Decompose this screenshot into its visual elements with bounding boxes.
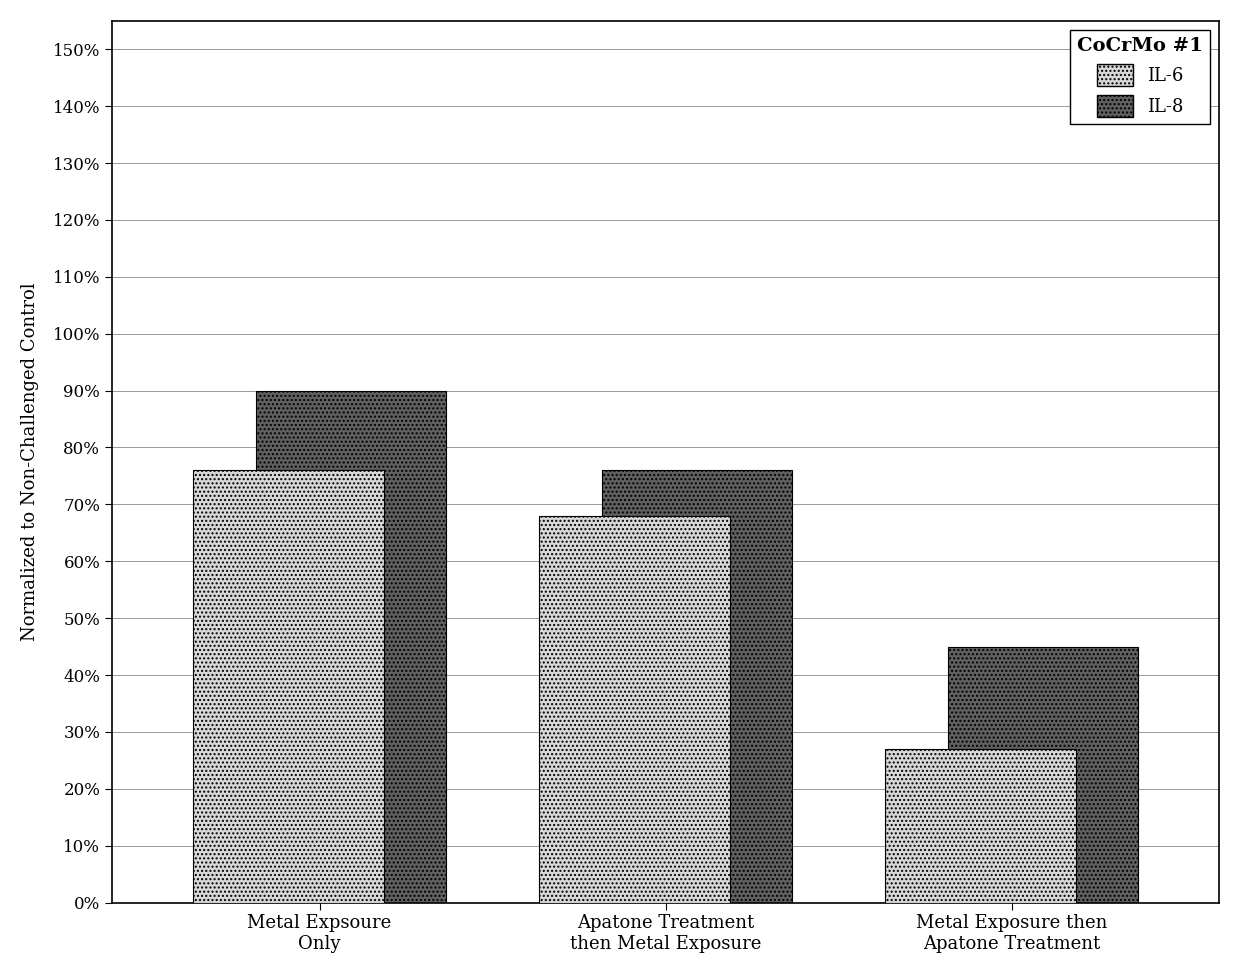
Bar xyxy=(885,749,1075,903)
Bar xyxy=(539,516,729,903)
Legend: IL-6, IL-8: IL-6, IL-8 xyxy=(1070,30,1210,125)
Bar xyxy=(193,470,383,903)
Bar xyxy=(601,470,792,903)
Bar xyxy=(947,647,1138,903)
Y-axis label: Normalized to Non-Challenged Control: Normalized to Non-Challenged Control xyxy=(21,282,38,641)
Bar xyxy=(255,391,446,903)
